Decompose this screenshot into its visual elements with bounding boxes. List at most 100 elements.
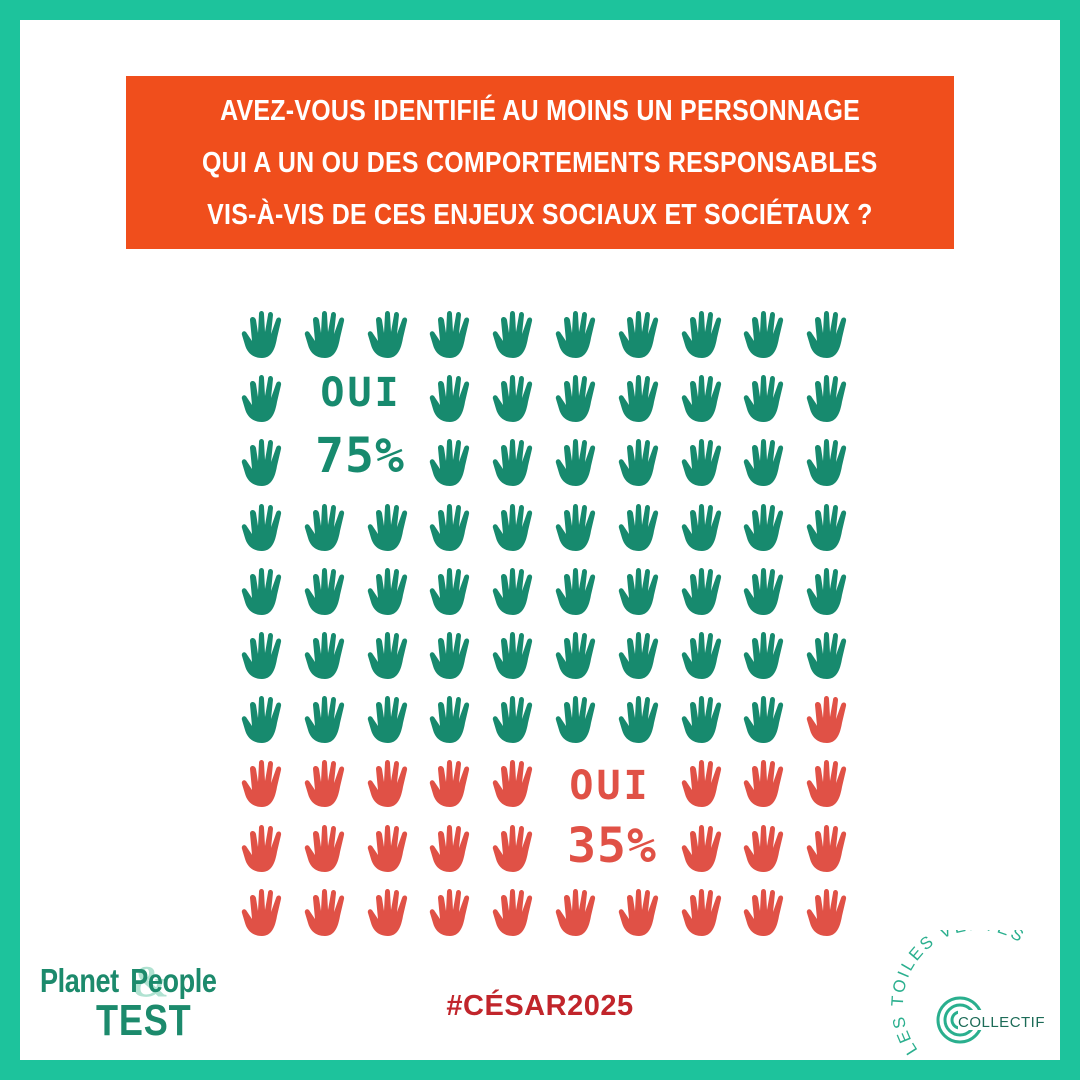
hand-icon	[240, 822, 292, 874]
hand-icon	[805, 693, 857, 745]
hand-icon	[554, 693, 606, 745]
hand-icon	[617, 629, 669, 681]
hand-icon	[617, 436, 669, 488]
hand-icon	[680, 436, 732, 488]
hand-icon	[428, 629, 480, 681]
logo-arc-text: LES TOILES VERTES	[888, 915, 1027, 1058]
hand-icon	[491, 822, 543, 874]
hand-icon	[428, 565, 480, 617]
hand-icon	[491, 308, 543, 360]
hand-icon	[805, 565, 857, 617]
hand-icon	[742, 693, 794, 745]
hand-icon	[366, 757, 418, 809]
hand-icon	[680, 822, 732, 874]
hand-icon	[303, 757, 355, 809]
hand-icon	[491, 693, 543, 745]
hand-icon	[366, 629, 418, 681]
hand-icon	[240, 886, 292, 938]
les-toiles-vertes-logo: LES TOILES VERTES COLLECTIF	[888, 915, 1058, 1060]
hand-icon	[805, 629, 857, 681]
hand-icon	[303, 629, 355, 681]
question-banner: AVEZ-VOUS IDENTIFIÉ AU MOINS UN PERSONNA…	[126, 76, 954, 249]
logo-collectif-word: COLLECTIF	[958, 1014, 1045, 1031]
hand-icon	[805, 822, 857, 874]
hand-icon	[240, 372, 292, 424]
hand-icon	[366, 565, 418, 617]
hand-icon	[491, 372, 543, 424]
planet-people-test-logo: & Planet People TEST	[40, 957, 240, 1045]
hand-icon	[680, 308, 732, 360]
svg-text:LES TOILES VERTES: LES TOILES VERTES	[888, 930, 1029, 1058]
logo-ampersand: &	[132, 957, 169, 1006]
hand-icon	[805, 308, 857, 360]
hand-icon	[428, 822, 480, 874]
hand-icon	[366, 693, 418, 745]
hand-icon	[240, 565, 292, 617]
hashtag: #CÉSAR2025	[446, 990, 634, 1022]
hand-icon	[366, 501, 418, 553]
hand-icon	[240, 436, 292, 488]
hand-icon	[805, 436, 857, 488]
hand-icon	[428, 693, 480, 745]
hand-icon	[366, 886, 418, 938]
hand-icon	[742, 372, 794, 424]
hand-icon	[303, 308, 355, 360]
hand-icon	[554, 886, 606, 938]
hand-icon	[680, 501, 732, 553]
hand-icon	[617, 693, 669, 745]
hand-icon	[680, 565, 732, 617]
hand-icon	[491, 501, 543, 553]
red-label-word: OUI	[569, 763, 651, 809]
hand-icon	[554, 629, 606, 681]
hand-icon	[554, 565, 606, 617]
hand-icon	[428, 757, 480, 809]
hand-icon	[554, 308, 606, 360]
hand-icon	[742, 565, 794, 617]
hand-icon	[240, 629, 292, 681]
hand-icon	[680, 886, 732, 938]
hand-icon	[742, 308, 794, 360]
hand-icon	[805, 757, 857, 809]
hand-icon	[554, 436, 606, 488]
hand-icon	[742, 629, 794, 681]
hand-icon	[428, 501, 480, 553]
green-label-word: OUI	[320, 370, 402, 416]
hand-icon	[303, 565, 355, 617]
hand-icon	[240, 757, 292, 809]
hand-icon	[742, 757, 794, 809]
hand-icon	[303, 886, 355, 938]
hand-icon	[303, 822, 355, 874]
red-label-value: 35%	[567, 818, 657, 874]
hand-icon	[491, 565, 543, 617]
hand-icon	[240, 693, 292, 745]
hand-icon	[805, 372, 857, 424]
hand-icon	[491, 436, 543, 488]
hand-icon	[303, 501, 355, 553]
hand-icon	[303, 693, 355, 745]
hand-icon	[805, 886, 857, 938]
hand-icon	[491, 886, 543, 938]
hand-icon	[428, 886, 480, 938]
logo-line-1: Planet People	[40, 962, 217, 999]
question-line-1: AVEZ-VOUS IDENTIFIÉ AU MOINS UN PERSONNA…	[220, 94, 860, 127]
hand-icon	[240, 501, 292, 553]
hand-icon	[428, 436, 480, 488]
hand-icon	[366, 308, 418, 360]
hand-icon	[366, 822, 418, 874]
hand-icon	[680, 693, 732, 745]
hand-icon	[617, 372, 669, 424]
hand-icon	[742, 436, 794, 488]
hand-icon	[617, 886, 669, 938]
green-label-value: 75%	[315, 428, 405, 484]
hand-icon	[240, 308, 292, 360]
hand-icon	[680, 629, 732, 681]
hand-icon	[805, 501, 857, 553]
hand-icon	[554, 501, 606, 553]
hand-icon	[742, 822, 794, 874]
hand-icon	[742, 886, 794, 938]
hand-icon	[428, 308, 480, 360]
question-line-2: QUI A UN OU DES COMPORTEMENTS RESPONSABL…	[202, 146, 878, 179]
hand-icon	[491, 629, 543, 681]
hand-icon	[617, 308, 669, 360]
